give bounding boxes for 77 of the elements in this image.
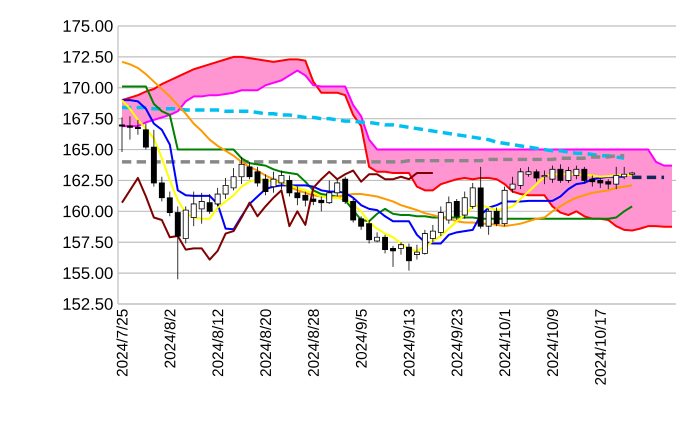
candlestick [342,176,348,204]
candlestick [270,171,276,194]
x-tick-label: 2024/10/1 [498,309,510,376]
candlestick [254,166,260,188]
candlestick [462,191,468,220]
candlestick [454,198,460,220]
candlestick [262,174,268,196]
candlestick [358,216,364,230]
candlestick [302,191,308,207]
x-tick-label: 2024/9/23 [451,309,462,376]
x-tick-label: 2024/9/13 [403,309,415,376]
candlestick [222,178,229,200]
candlestick [294,186,300,206]
y-tick-label: 175.00 [64,20,113,32]
x-tick-label: 2024/8/12 [212,309,224,376]
candlestick [127,116,133,140]
candlestick [565,166,572,184]
y-tick-label: 165.00 [64,144,113,156]
candlestick [206,194,213,214]
candlestick [613,166,620,190]
x-tick-label: 2024/8/28 [308,309,319,376]
candlestick [350,198,356,223]
y-tick-label: 152.50 [64,298,113,310]
candlestick [414,244,420,260]
candlestick [382,234,388,254]
candlestick [597,178,604,188]
candlestick [510,176,516,194]
candlestick [470,182,476,210]
candlestick [542,170,548,185]
candlestick [278,170,284,190]
y-tick-label: 167.50 [64,112,113,125]
candlestick [446,196,452,224]
candlestick [573,165,580,180]
candlestick [246,162,252,180]
candlestick [174,206,181,280]
x-tick-label: 2024/9/5 [356,309,367,368]
candlestick [581,166,588,184]
candlestick [190,191,197,227]
candlestick [557,164,564,184]
candlestick [486,208,492,236]
candlestick [518,168,524,190]
x-tick-label: 2024/8/20 [260,309,272,376]
x-tick-label: 2024/7/25 [116,309,128,376]
candlestick [158,176,165,202]
candlestick [230,168,237,191]
candlestick [534,168,540,182]
candlestick [310,194,316,206]
y-tick-label: 160.00 [64,205,113,218]
y-tick-label: 162.50 [64,174,113,186]
candlestick [526,166,532,178]
candlestick [406,243,412,272]
candlestick [422,229,428,255]
y-tick-label: 172.50 [64,51,113,63]
candlestick [549,165,556,184]
candlestick [286,175,292,197]
candlestick [326,180,332,204]
x-tick-label: 2024/10/9 [546,309,558,376]
candlestick [166,191,173,217]
candlestick [494,207,500,227]
candlestick [366,220,372,244]
candlestick [334,178,340,197]
y-tick-label: 170.00 [64,82,113,94]
candlestick [621,166,628,180]
x-tick-label: 2024/10/17 [594,309,606,385]
y-tick-label: 157.50 [64,236,113,248]
candlestick [374,232,380,243]
candlestick [438,206,444,236]
candlestick [238,156,245,185]
candlestick [198,192,205,224]
candlestick [430,224,436,243]
y-tick-label: 155.00 [64,267,113,280]
x-tick-label: 2024/8/2 [164,309,176,368]
candlestick [390,246,396,268]
candlestick [134,120,141,136]
candlestick [398,242,404,255]
candlestick [142,123,149,150]
candlestick [214,187,221,207]
